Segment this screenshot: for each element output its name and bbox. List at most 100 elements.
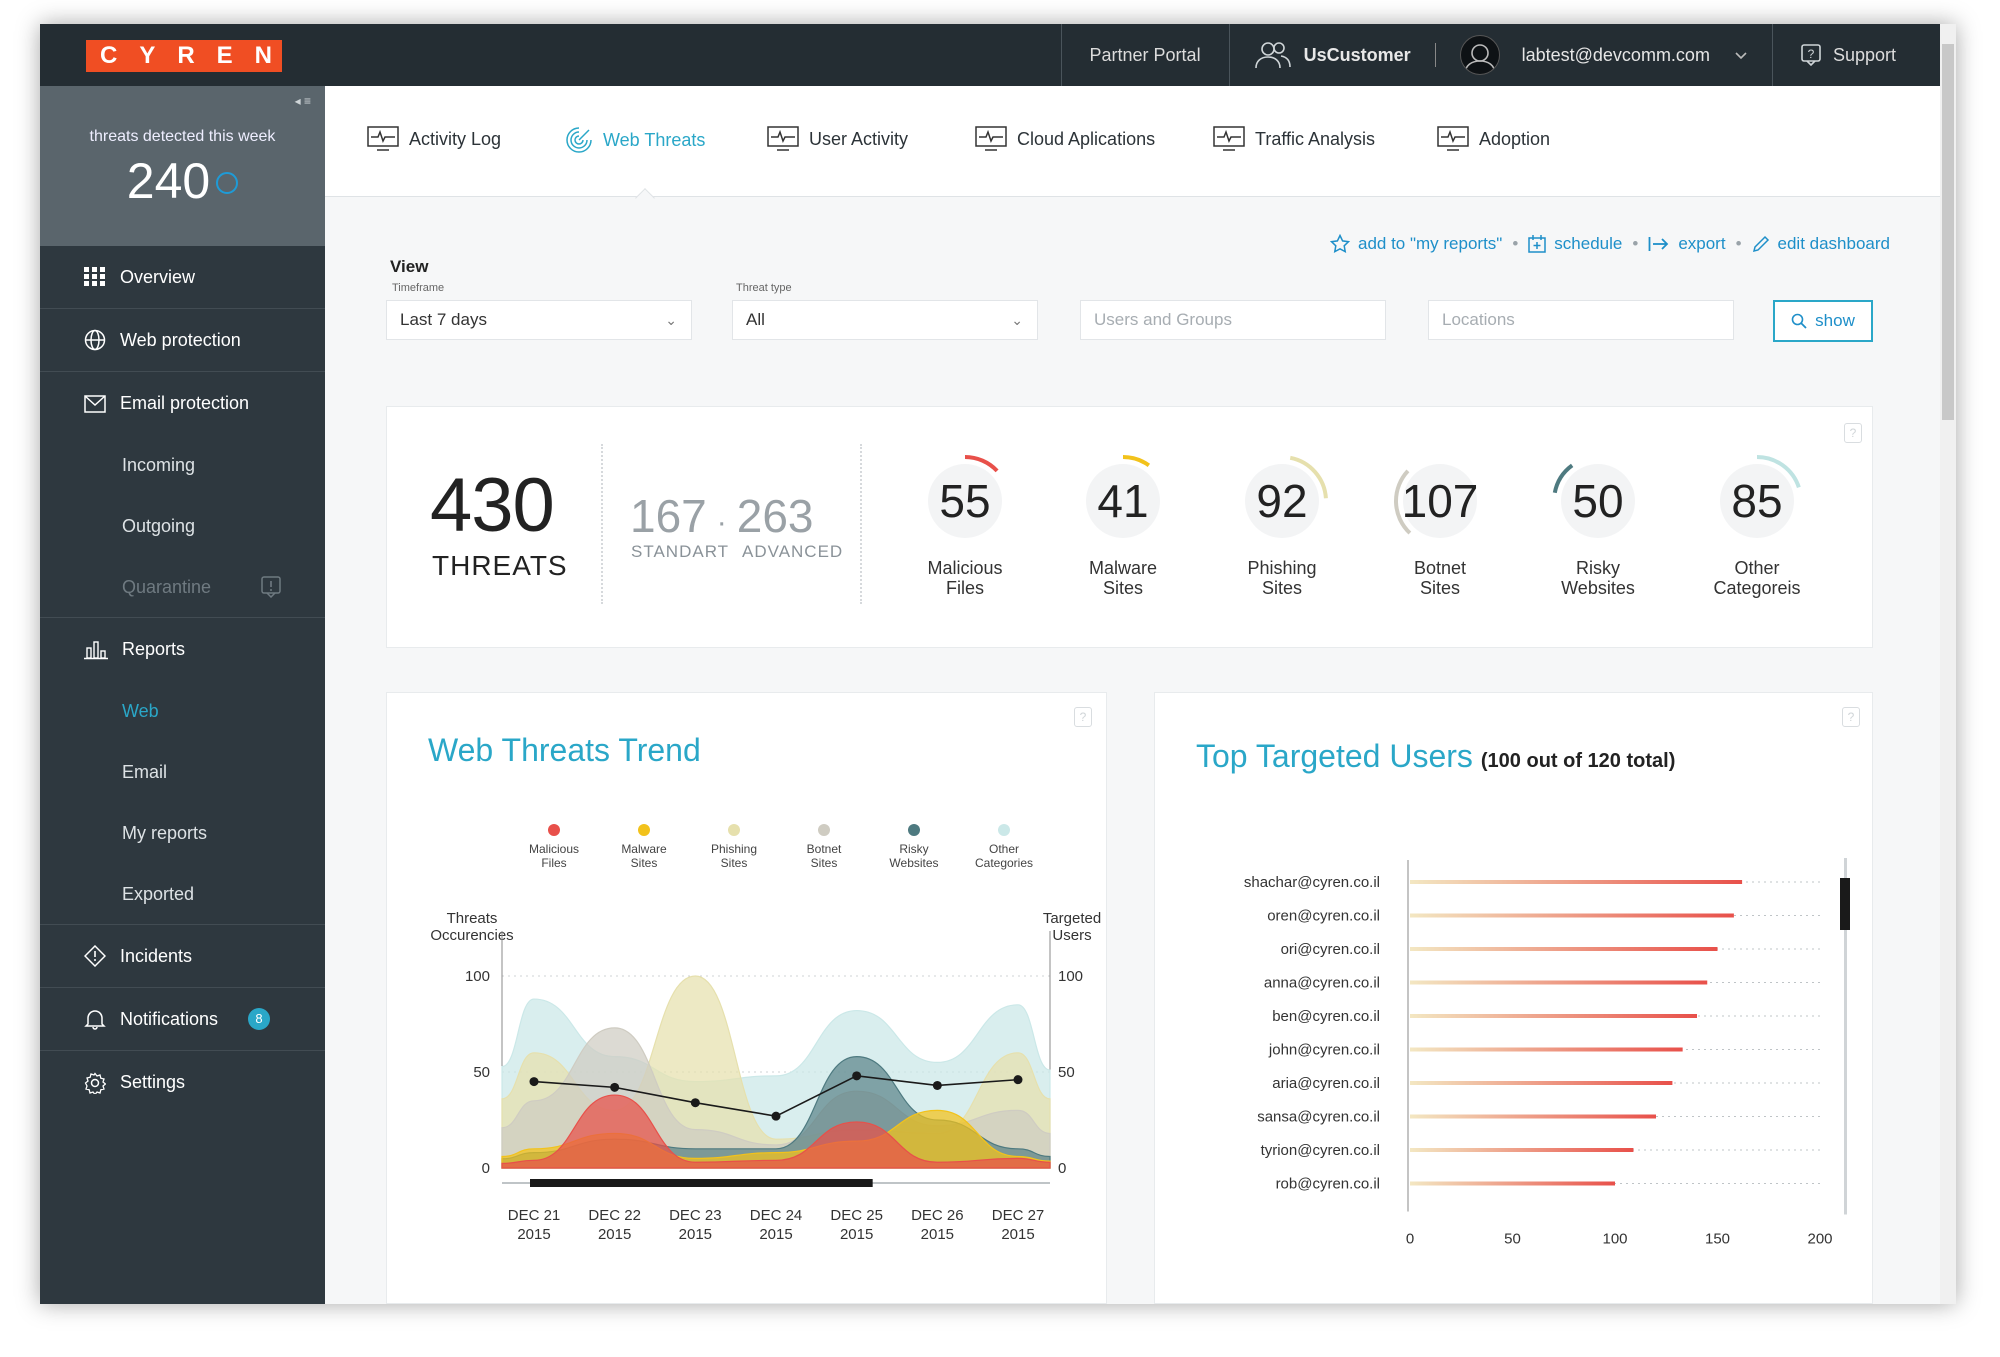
gauge-background (1245, 464, 1319, 538)
sidebar-item-exported[interactable]: Exported (40, 864, 325, 925)
gauge-malicious-files[interactable]: 55 Malicious Files (900, 446, 1030, 598)
sidebar-item-incoming[interactable]: Incoming (40, 435, 325, 496)
gauge-arc (1122, 455, 1151, 468)
page-scrollbar[interactable] (1940, 24, 1956, 1304)
x-tick-year: 2015 (759, 1226, 792, 1243)
schedule-link[interactable]: schedule (1528, 234, 1622, 254)
sidebar-item-reports[interactable]: Reports (40, 618, 325, 681)
gauge-value: 50 (1572, 475, 1624, 527)
gauge-background (1403, 464, 1477, 538)
tab-adoption[interactable]: Adoption (1437, 126, 1550, 152)
avatar[interactable] (1459, 35, 1500, 75)
sidebar-item-web-protection[interactable]: Web protection (40, 309, 325, 372)
monitor-pulse-icon (975, 126, 1007, 151)
gauge-phishing-sites[interactable]: 92 Phishing Sites (1217, 446, 1347, 598)
sidebar-item-label: Exported (122, 883, 195, 904)
show-button[interactable]: show (1773, 300, 1873, 342)
web-threats-trend-card: ? (386, 692, 1107, 1304)
x-tick-year: 2015 (517, 1226, 550, 1243)
tab-web-threats[interactable]: Web Threats (565, 126, 705, 154)
y2-tick-label: 0 (1058, 1160, 1066, 1177)
targeted-users-point (1013, 1075, 1023, 1085)
threat-type-select[interactable]: All ⌄ (732, 300, 1038, 340)
tab-label: User Activity (809, 128, 909, 149)
alert-diamond-icon (84, 945, 106, 967)
help-icon[interactable]: ? (1842, 707, 1860, 727)
legend-label: Botnet (807, 842, 842, 856)
sidebar-item-label: Overview (120, 266, 196, 287)
edit-label: edit dashboard (1777, 234, 1890, 253)
standard-count: 167 (630, 490, 707, 542)
targeted-users-point (932, 1080, 942, 1090)
monitor-pulse-icon (1437, 126, 1469, 151)
x-tick-label: 0 (1406, 1231, 1414, 1248)
gear-icon (84, 1071, 106, 1094)
sidebar-item-label: Quarantine (122, 576, 212, 597)
tab-user-activity[interactable]: User Activity (767, 126, 908, 152)
pencil-icon (1752, 235, 1769, 253)
list-scrollbar-thumb (1840, 878, 1850, 930)
sidebar-item-quarantine[interactable]: Quarantine (40, 557, 325, 618)
sidebar-item-email-protection[interactable]: Email protection (40, 372, 325, 435)
edit-dashboard-link[interactable]: edit dashboard (1752, 234, 1890, 254)
gauge-risky-websites[interactable]: 50 Risky Websites (1533, 446, 1663, 598)
sidebar-item-settings[interactable]: Settings (40, 1051, 325, 1114)
users-icon (1254, 42, 1291, 69)
scrollbar-thumb[interactable] (1942, 44, 1954, 420)
show-label: show (1815, 311, 1855, 330)
schedule-label: schedule (1554, 234, 1623, 253)
help-icon[interactable]: ? (1074, 707, 1092, 727)
users-groups-input[interactable]: Users and Groups (1080, 300, 1386, 340)
sidebar-item-notifications[interactable]: Notifications 8 (40, 988, 325, 1051)
envelope-icon (84, 394, 106, 413)
export-label: export (1678, 234, 1726, 253)
collapse-sidebar-icon[interactable]: ◂ ≡ (294, 94, 311, 108)
cyren-logo[interactable]: CYREN (86, 40, 282, 72)
sidebar-item-label: Notifications (120, 1008, 219, 1029)
sidebar-item-my-reports[interactable]: My reports (40, 803, 325, 864)
partner-portal-link[interactable]: Partner Portal (1062, 24, 1229, 86)
legend-dot (728, 824, 740, 836)
threats-week-count: 240 (40, 152, 325, 210)
gauge-label: Other (1734, 558, 1780, 578)
account-menu[interactable]: UsCustomer labtest@devcomm.com (1230, 35, 1766, 75)
x-tick-label: DEC 23 (669, 1207, 722, 1224)
tab-activity-log[interactable]: Activity Log (367, 126, 501, 152)
users-subtitle: (100 out of 120 total) (1480, 750, 1676, 772)
notifications-badge: 8 (248, 1008, 271, 1030)
tab-cloud-applications[interactable]: Cloud Aplications (975, 126, 1155, 152)
timeframe-select[interactable]: Last 7 days ⌄ (386, 300, 692, 340)
gauge-other-categories[interactable]: 85 Other Categoreis (1692, 446, 1822, 598)
tab-traffic-analysis[interactable]: Traffic Analysis (1213, 126, 1375, 152)
gauge-label: Sites (1419, 578, 1461, 598)
add-to-my-reports-link[interactable]: add to "my reports" (1329, 234, 1502, 254)
sidebar-item-email[interactable]: Email (40, 742, 325, 803)
sidebar-item-overview[interactable]: Overview (40, 246, 325, 309)
chevron-down-icon (1735, 52, 1747, 60)
x-tick-year: 2015 (840, 1226, 873, 1243)
globe-icon (84, 329, 106, 351)
gauge-malware-sites[interactable]: 41 Malware Sites (1058, 446, 1188, 598)
sidebar-item-outgoing[interactable]: Outgoing (40, 496, 325, 557)
export-link[interactable]: export (1648, 234, 1726, 254)
help-icon[interactable]: ? (1844, 423, 1862, 443)
user-bar (1410, 1047, 1683, 1052)
threat-type-value: All (746, 310, 765, 329)
sidebar-item-incidents[interactable]: Incidents (40, 925, 325, 988)
support-link[interactable]: ? Support (1773, 24, 1924, 86)
locations-input[interactable]: Locations (1428, 300, 1734, 340)
gauge-botnet-sites[interactable]: 107 Botnet Sites (1375, 446, 1505, 598)
threat-type-label: Threat type (736, 282, 792, 294)
top-targeted-users-chart: shachar@cyren.co.il oren@cyren.co.il ori@c… (1244, 858, 1850, 1248)
sidebar-item-web[interactable]: Web (40, 681, 325, 742)
x-tick-label: 200 (1807, 1231, 1832, 1248)
legend-dot (998, 824, 1010, 836)
go-arrow-icon[interactable] (216, 171, 239, 194)
x-tick-year: 2015 (679, 1226, 712, 1243)
account-email: labtest@devcomm.com (1521, 44, 1710, 65)
users-title-text: Top Targeted Users (1196, 738, 1473, 774)
export-icon (1648, 237, 1669, 251)
user-label: ben@cyren.co.il (1272, 1008, 1380, 1025)
user-avatar-icon (1463, 44, 1496, 74)
standard-label: STANDART (631, 542, 730, 561)
